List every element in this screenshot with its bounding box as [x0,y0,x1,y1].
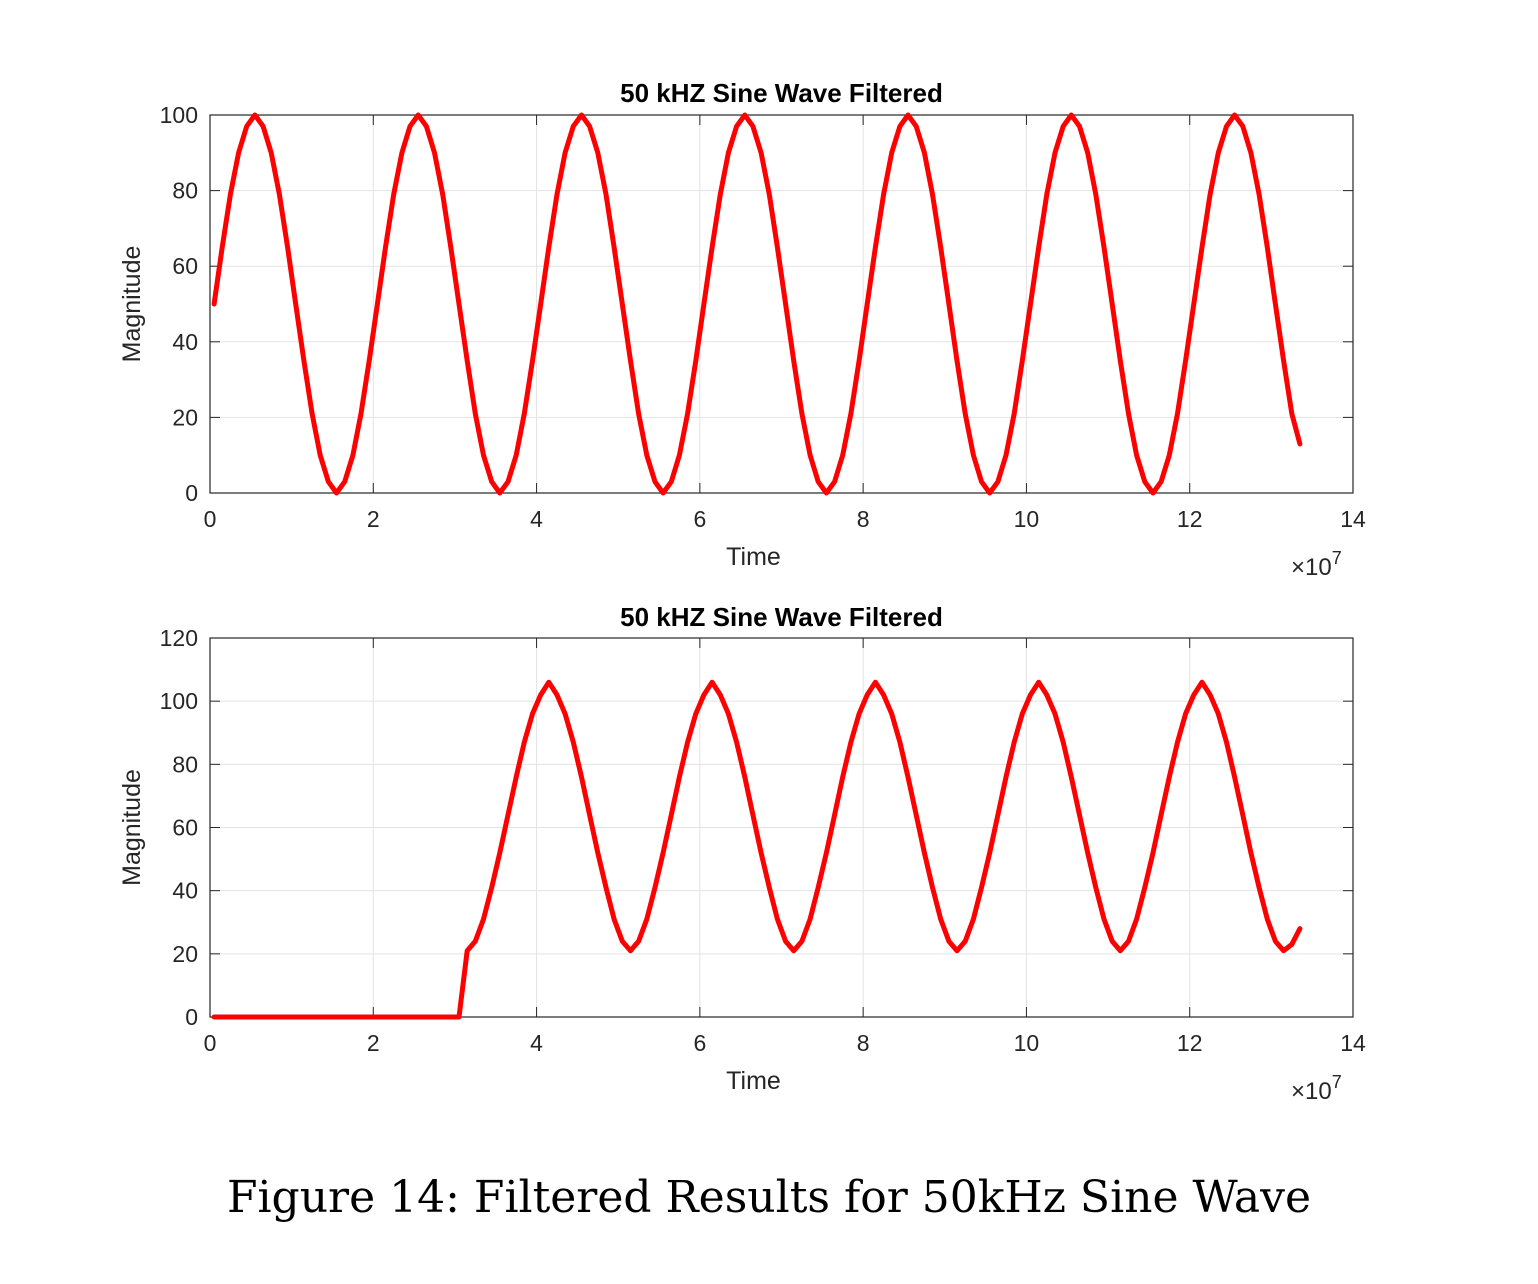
x-exponent-label: ×107 [1291,1072,1342,1105]
x-tick-label: 0 [204,506,217,532]
x-tick-label: 4 [530,1030,543,1056]
figure-caption: Figure 14: Filtered Results for 50kHz Si… [226,1172,1312,1223]
y-tick-label: 40 [172,329,198,355]
chart-1: 0 2 4 6 8 10 12 14 0 20 40 60 80 100 50 kHZ Sine Wave … [118,78,1366,581]
y-axis-label: Magnitude [118,246,146,363]
series-line-1 [211,112,1303,496]
y-tick-label: 120 [160,625,198,651]
y-tick-label: 0 [185,1004,198,1030]
axes-box [209,637,1354,1018]
y-tick-label: 60 [172,815,198,841]
x-tick-label: 8 [857,1030,870,1056]
x-tick-label: 12 [1177,506,1203,532]
plot-area [210,115,1353,493]
x-tick-label: 6 [693,506,706,532]
x-tick-label: 2 [367,506,380,532]
x-tick-label: 10 [1014,1030,1040,1056]
x-tick-label: 6 [693,1030,706,1056]
x-axis-label: Time [726,543,781,571]
axes-box [209,114,1354,494]
x-tick-label: 14 [1340,1030,1366,1056]
chart-2: 0 2 4 6 8 10 12 14 0 20 40 60 80 100 120 50 kHZ Sine Wa… [118,602,1366,1105]
y-axis-label: Magnitude [118,769,146,886]
chart-title: 50 kHZ Sine Wave Filtered [620,78,943,108]
x-tick-label: 8 [857,506,870,532]
x-tick-label: 12 [1177,1030,1203,1056]
x-exponent-label: ×107 [1291,548,1342,581]
x-tick-label: 0 [204,1030,217,1056]
y-tick-label: 40 [172,878,198,904]
x-tick-label: 4 [530,506,543,532]
x-tick-label: 14 [1340,506,1366,532]
y-tick-label: 60 [172,253,198,279]
y-tick-label: 100 [160,688,198,714]
y-tick-label: 80 [172,751,198,777]
x-axis-label: Time [726,1067,781,1095]
chart-title: 50 kHZ Sine Wave Filtered [620,602,943,632]
x-tick-label: 10 [1014,506,1040,532]
series-line-1 [211,679,1303,1020]
y-tick-label: 20 [172,941,198,967]
y-tick-label: 20 [172,404,198,430]
x-tick-label: 2 [367,1030,380,1056]
y-tick-label: 100 [160,102,198,128]
y-tick-label: 80 [172,178,198,204]
y-tick-label: 0 [185,480,198,506]
